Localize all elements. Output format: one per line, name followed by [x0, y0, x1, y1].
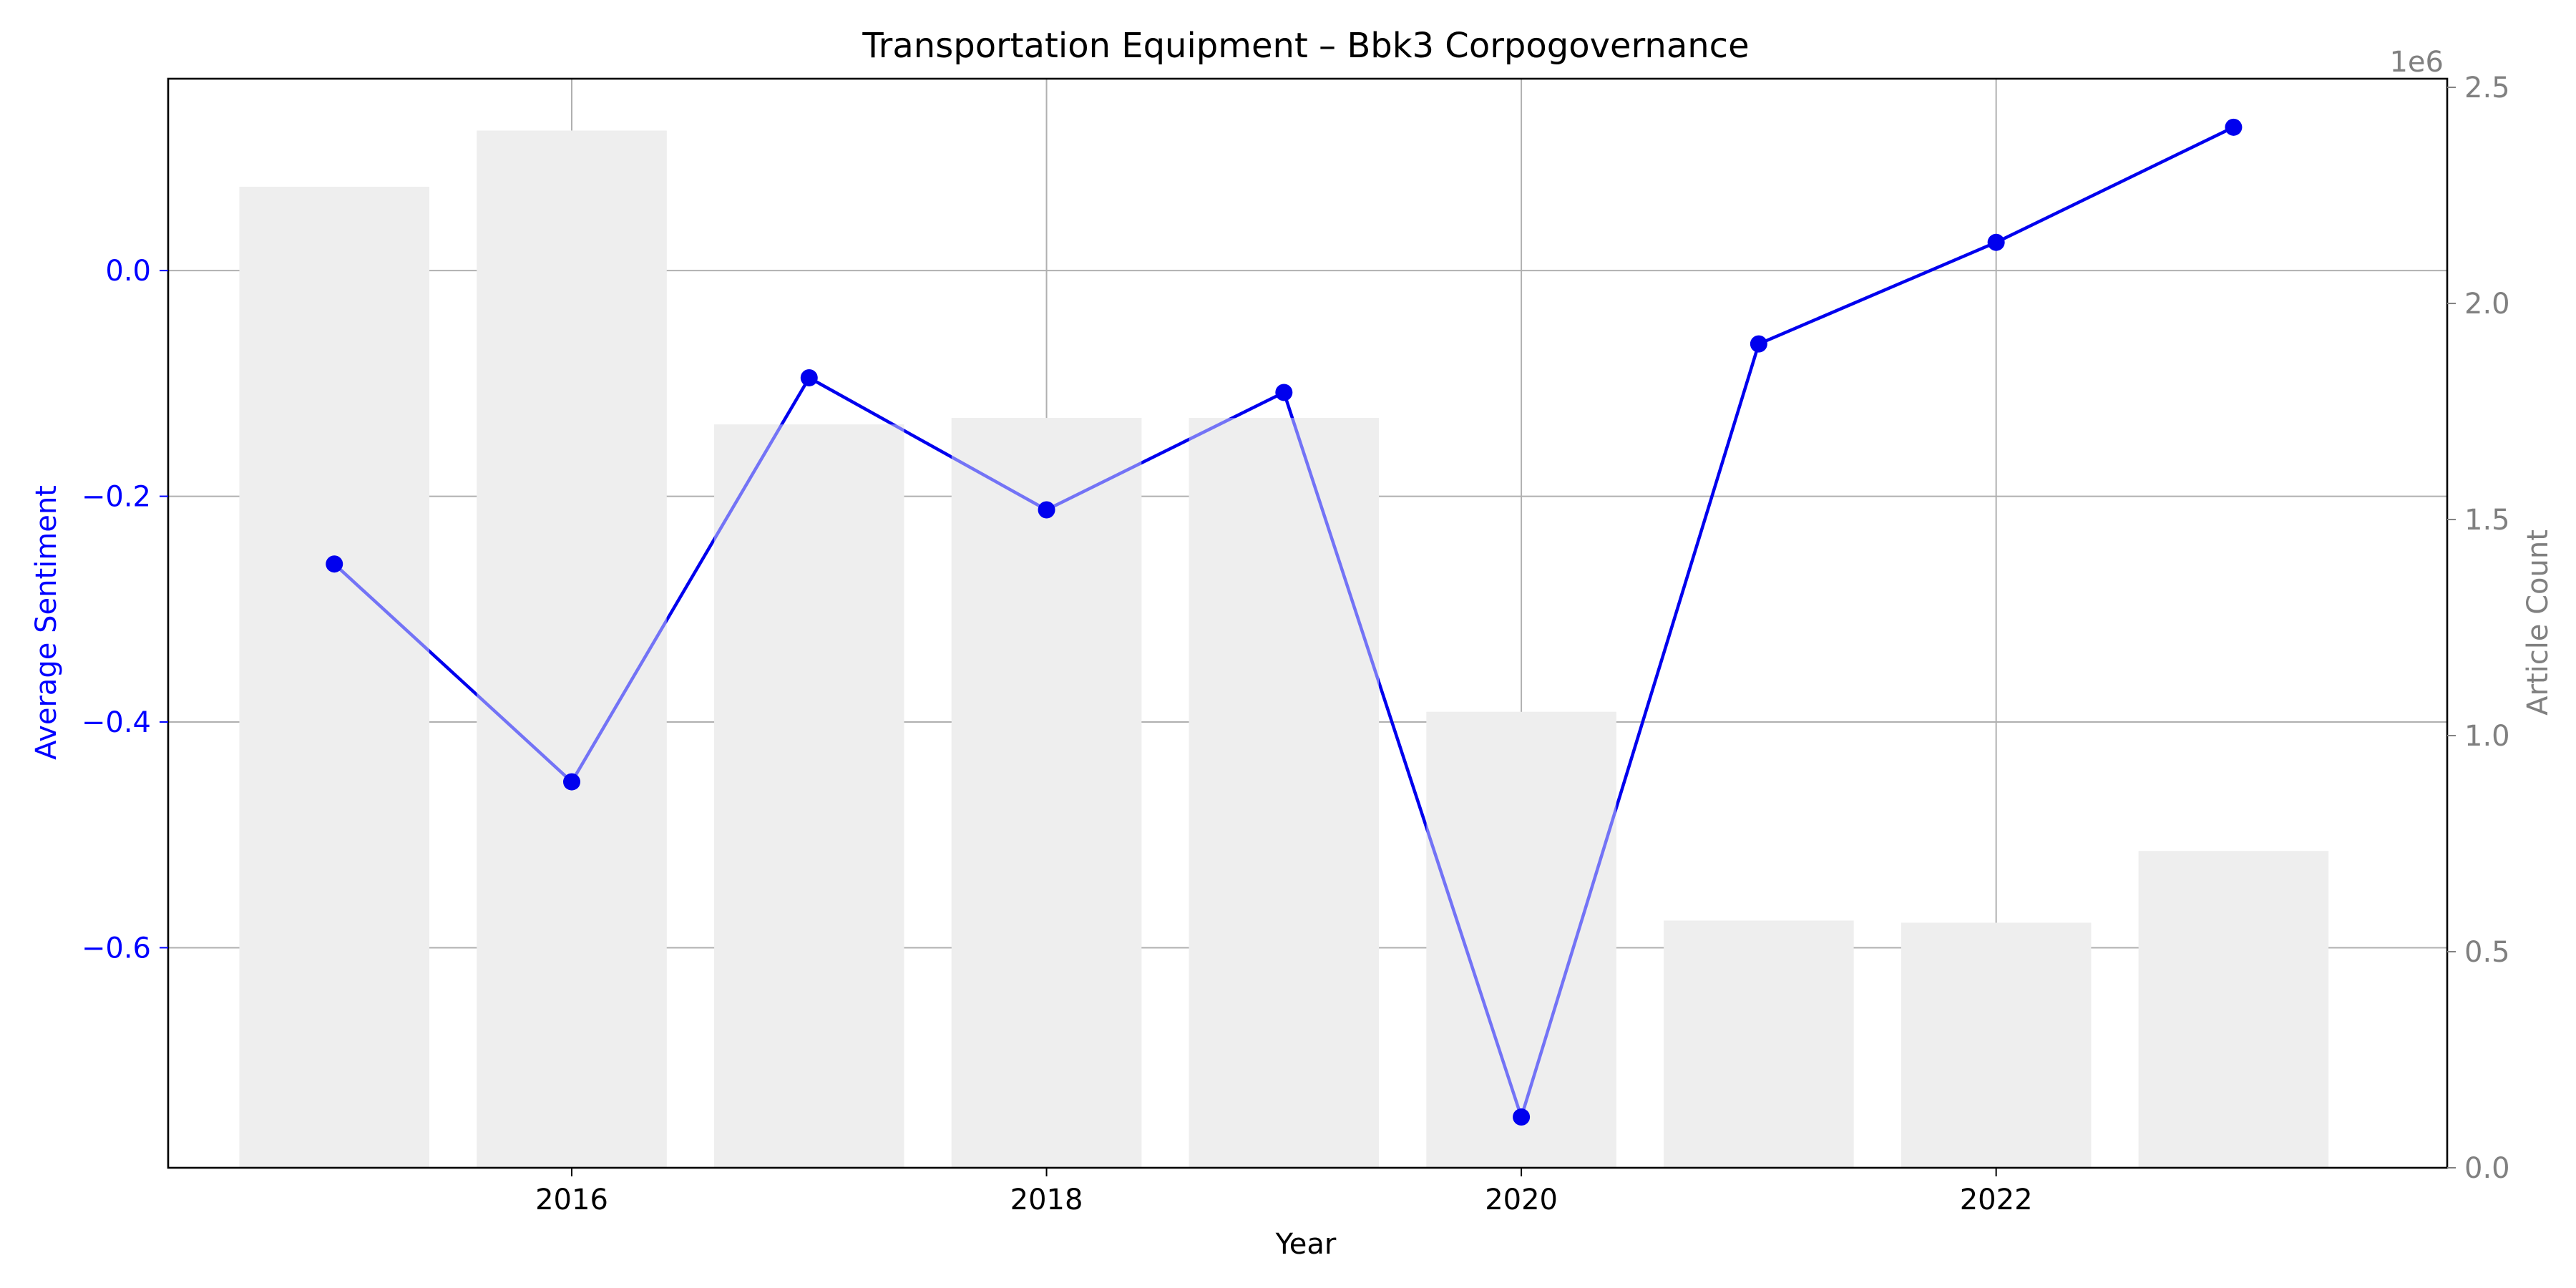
bar-hit-area [952, 418, 1141, 1168]
sentiment-series [239, 118, 2329, 1169]
bar [1189, 418, 1380, 1169]
left-y-tick-label: −0.2 [82, 481, 151, 514]
x-tick-label: 2022 [1960, 1184, 2033, 1216]
bar [477, 130, 667, 1168]
data-point [1275, 384, 1293, 401]
bar [714, 424, 904, 1169]
left-y-tick-label: −0.6 [82, 932, 151, 965]
right-y-tick-label: 1.5 [2464, 504, 2510, 537]
data-point [326, 555, 343, 573]
bar-overlay [2138, 851, 2329, 1168]
data-point [563, 773, 581, 791]
left-y-tick-label: −0.4 [82, 706, 151, 739]
left-y-axis-label: Average Sentiment [30, 485, 63, 760]
right-y-tick-label: 2.5 [2464, 72, 2510, 104]
right-y-tick-label: 2.0 [2464, 288, 2510, 321]
chart-title: Transportation Equipment – Bbk3 Corpogov… [862, 26, 1749, 66]
x-axis-label: Year [1275, 1228, 1337, 1261]
bar-hit-area [714, 424, 904, 1168]
bar-hit-area [477, 130, 666, 1168]
bar-overlay [239, 186, 429, 1168]
bar-overlay [1664, 920, 1854, 1168]
data-point [800, 369, 818, 386]
bar-overlay [1189, 418, 1380, 1169]
axes: 2016 2018 2020 2022 0.0 −0.2 −0.4 −0.6 0.0 0.5 1.0… [82, 72, 2510, 1216]
bar [2138, 851, 2329, 1168]
bar-overlay [1426, 711, 1616, 1168]
right-axis-offset-label: 1e6 [2389, 46, 2444, 79]
x-tick-label: 2016 [535, 1184, 608, 1216]
bar [239, 186, 429, 1168]
bar-overlay [1901, 922, 2092, 1168]
bar-hit-area [240, 187, 429, 1168]
bar-overlay [714, 424, 904, 1169]
data-point [1750, 335, 1767, 353]
plot-area-frame [167, 77, 2449, 1169]
x-tick-label: 2020 [1485, 1184, 1558, 1216]
bar-hit-area [1901, 923, 2091, 1168]
right-y-tick-label: 0.5 [2464, 936, 2510, 969]
left-y-tick-label: 0.0 [105, 255, 151, 288]
bar [1664, 920, 1854, 1168]
right-y-tick-label: 0.0 [2464, 1152, 2510, 1185]
bar-overlay [951, 418, 1142, 1169]
bar [951, 418, 1142, 1169]
bar [1426, 711, 1616, 1168]
bar-hit-area [2139, 851, 2328, 1168]
right-y-axis-label: Article Count [2522, 530, 2555, 716]
data-point [1513, 1108, 1531, 1126]
right-y-tick-label: 1.0 [2464, 720, 2510, 753]
bar-hit-area [1664, 921, 1853, 1168]
x-tick-label: 2018 [1010, 1184, 1083, 1216]
bars [239, 130, 2329, 1169]
bar-hit-area [1426, 712, 1616, 1168]
data-point [2225, 118, 2243, 136]
bar [1901, 922, 2092, 1168]
bar-hit-area [1189, 418, 1379, 1168]
bar-overlay [477, 130, 667, 1168]
data-point [1987, 233, 2005, 251]
data-point [1038, 501, 1055, 519]
